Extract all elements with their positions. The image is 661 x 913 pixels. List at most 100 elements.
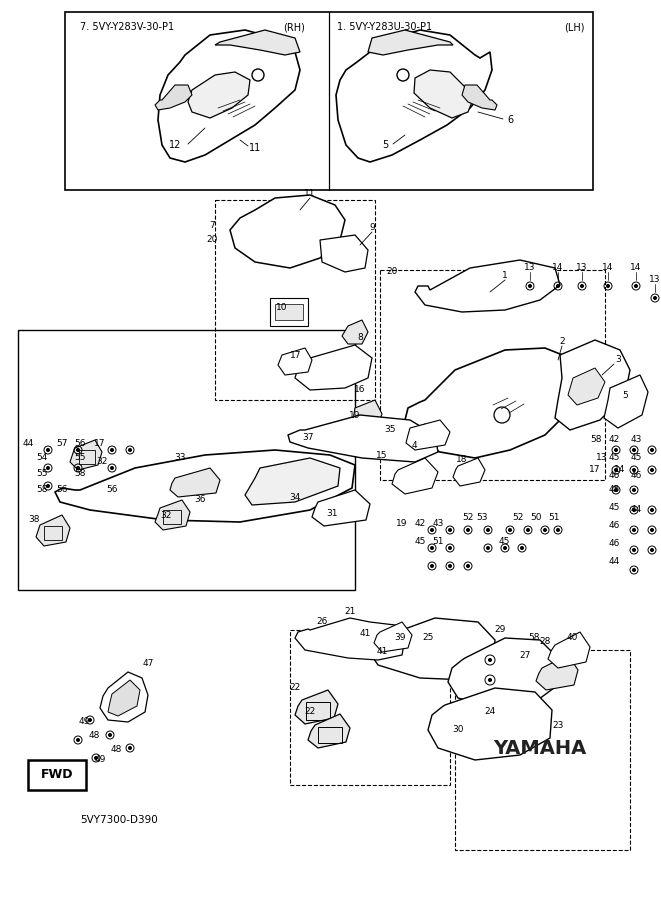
Text: 23: 23	[553, 721, 564, 730]
Bar	[290, 630, 450, 785]
Text: 25: 25	[422, 634, 434, 643]
Polygon shape	[308, 714, 350, 748]
Text: 47: 47	[142, 659, 154, 668]
Bar	[79, 450, 95, 464]
Bar	[275, 304, 303, 320]
Circle shape	[504, 547, 506, 550]
Circle shape	[46, 467, 50, 469]
Polygon shape	[295, 690, 338, 724]
Circle shape	[77, 448, 79, 452]
Circle shape	[557, 529, 559, 531]
Polygon shape	[336, 30, 492, 162]
Text: 17: 17	[95, 439, 106, 448]
Circle shape	[77, 739, 79, 741]
Text: 28: 28	[539, 637, 551, 646]
Text: 48: 48	[110, 746, 122, 754]
Text: 45: 45	[498, 538, 510, 547]
Bar	[18, 330, 355, 590]
Text: 44: 44	[608, 558, 619, 566]
Text: 30: 30	[452, 726, 464, 734]
Circle shape	[108, 733, 112, 737]
Circle shape	[430, 547, 434, 550]
Circle shape	[543, 529, 547, 531]
Text: 46: 46	[631, 471, 642, 480]
Polygon shape	[568, 368, 605, 405]
Text: 46: 46	[608, 471, 620, 480]
Text: 56: 56	[74, 439, 86, 448]
Polygon shape	[604, 375, 648, 428]
Text: 3: 3	[615, 355, 621, 364]
Circle shape	[520, 547, 524, 550]
Circle shape	[615, 468, 617, 471]
Circle shape	[633, 569, 635, 572]
Text: 38: 38	[28, 516, 40, 524]
Text: 9: 9	[369, 224, 375, 233]
Text: 11: 11	[249, 143, 261, 153]
Polygon shape	[108, 680, 140, 716]
Text: 58: 58	[36, 486, 48, 495]
Text: 45: 45	[608, 503, 620, 512]
Polygon shape	[374, 622, 412, 652]
Circle shape	[449, 547, 451, 550]
Text: 7: 7	[209, 222, 215, 230]
Bar	[44, 526, 62, 540]
Polygon shape	[415, 260, 560, 312]
Text: 17: 17	[589, 466, 601, 475]
Polygon shape	[278, 348, 312, 375]
Polygon shape	[36, 515, 70, 546]
Text: 34: 34	[290, 494, 301, 502]
Circle shape	[633, 488, 635, 491]
Polygon shape	[414, 70, 472, 118]
Polygon shape	[555, 340, 630, 430]
Polygon shape	[288, 415, 438, 462]
Text: 5VY7300-D390: 5VY7300-D390	[80, 815, 158, 825]
Circle shape	[488, 658, 492, 662]
Text: 5: 5	[622, 391, 628, 400]
Text: 22: 22	[304, 708, 315, 717]
Circle shape	[46, 448, 50, 452]
Circle shape	[467, 529, 469, 531]
Circle shape	[650, 448, 654, 452]
Circle shape	[615, 488, 617, 491]
Circle shape	[529, 285, 531, 288]
Bar	[65, 12, 593, 190]
Text: 31: 31	[327, 509, 338, 519]
Circle shape	[128, 747, 132, 750]
Circle shape	[650, 549, 654, 551]
Bar	[318, 727, 342, 743]
Text: 20: 20	[206, 236, 217, 245]
Text: 16: 16	[354, 385, 366, 394]
Text: 19: 19	[396, 519, 408, 529]
Circle shape	[508, 529, 512, 531]
Circle shape	[557, 285, 559, 288]
Text: 14: 14	[631, 264, 642, 272]
Polygon shape	[428, 688, 552, 760]
Circle shape	[488, 678, 492, 681]
Text: 32: 32	[97, 457, 108, 467]
Polygon shape	[215, 30, 300, 55]
Polygon shape	[230, 195, 345, 268]
Text: 7. 5VY-Y283V-30-P1: 7. 5VY-Y283V-30-P1	[80, 22, 174, 32]
Bar	[306, 702, 330, 720]
Text: 46: 46	[608, 540, 620, 549]
Circle shape	[607, 285, 609, 288]
Circle shape	[615, 448, 617, 452]
Circle shape	[633, 529, 635, 531]
Text: 45: 45	[414, 538, 426, 547]
Polygon shape	[368, 30, 453, 55]
Text: 51: 51	[432, 538, 444, 547]
Circle shape	[110, 467, 114, 469]
Text: 12: 12	[169, 140, 181, 150]
Text: 44: 44	[22, 439, 34, 448]
Polygon shape	[70, 440, 102, 470]
Circle shape	[430, 529, 434, 531]
Text: FWD: FWD	[41, 769, 73, 782]
Text: 36: 36	[194, 496, 206, 505]
Text: 21: 21	[344, 607, 356, 616]
Text: 56: 56	[56, 486, 67, 495]
Text: 40: 40	[566, 634, 578, 643]
Text: 19: 19	[349, 411, 361, 419]
Polygon shape	[404, 424, 432, 452]
Bar	[215, 200, 375, 400]
Text: 6: 6	[507, 115, 513, 125]
